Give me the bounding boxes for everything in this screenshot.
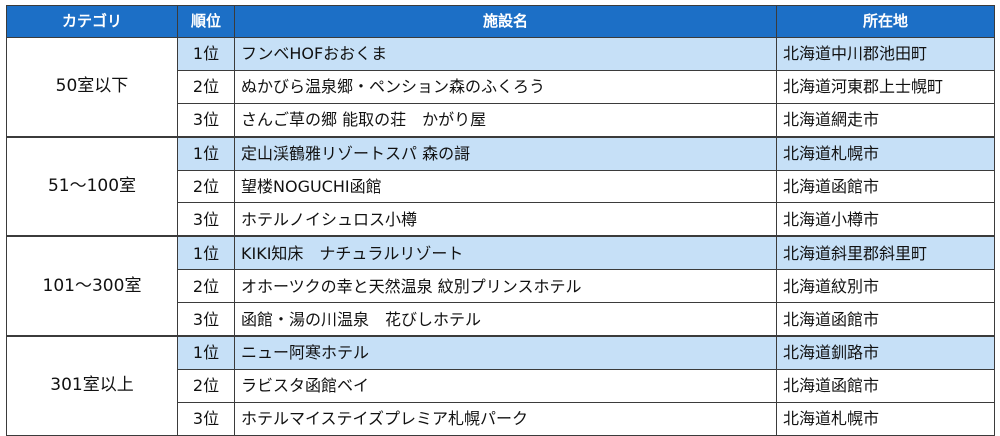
- location-cell: 北海道紋別市: [776, 269, 995, 304]
- facility-cell: さんご草の郷 能取の荘 かがり屋: [234, 102, 777, 138]
- rank-cell: 1位: [177, 135, 235, 171]
- facility-cell: オホーツクの幸と天然温泉 紋別プリンスホテル: [234, 269, 777, 304]
- table-row: 2位 ぬかびら温泉郷・ペンション森のふくろう 北海道河東郡上士幌町: [7, 69, 995, 104]
- location-cell: 北海道函館市: [776, 302, 995, 337]
- rank-cell: 3位: [177, 102, 235, 138]
- facility-cell: ホテルマイステイズプレミア札幌パーク: [234, 401, 777, 436]
- table-row: 3位 ホテルノイシュロス小樽 北海道小樽市: [7, 202, 995, 237]
- rank-cell: 1位: [177, 335, 235, 370]
- table-row: 3位 さんご草の郷 能取の荘 かがり屋 北海道網走市: [7, 102, 995, 138]
- rank-cell: 2位: [177, 368, 235, 403]
- location-cell: 北海道函館市: [776, 169, 995, 204]
- rank-cell: 3位: [177, 302, 235, 337]
- facility-cell: ニュー阿寒ホテル: [234, 335, 777, 370]
- category-cell: 51～100室: [6, 135, 178, 237]
- header-location: 所在地: [776, 5, 995, 38]
- location-cell: 北海道河東郡上士幌町: [776, 69, 995, 104]
- rank-cell: 2位: [177, 69, 235, 104]
- facility-cell: KIKI知床 ナチュラルリゾート: [234, 235, 777, 271]
- header-rank: 順位: [177, 5, 235, 38]
- facility-cell: ぬかびら温泉郷・ペンション森のふくろう: [234, 69, 777, 104]
- rank-cell: 2位: [177, 169, 235, 204]
- facility-cell: 定山渓鶴雅リゾートスパ 森の謌: [234, 135, 777, 171]
- category-cell: 301室以上: [6, 335, 178, 436]
- rank-cell: 1位: [177, 37, 235, 71]
- facility-cell: 望楼NOGUCHI函館: [234, 169, 777, 204]
- facility-cell: ホテルノイシュロス小樽: [234, 202, 777, 237]
- location-cell: 北海道小樽市: [776, 202, 995, 237]
- rank-cell: 2位: [177, 269, 235, 304]
- ranking-table-container: カテゴリ 順位 施設名 所在地 50室以下 1位 フンベHOFおおくま 北海道中…: [6, 5, 995, 436]
- table-row: 51～100室 1位 定山渓鶴雅リゾートスパ 森の謌 北海道札幌市: [6, 135, 995, 237]
- header-row: カテゴリ 順位 施設名 所在地: [6, 5, 995, 38]
- location-cell: 北海道斜里郡斜里町: [776, 235, 995, 271]
- location-cell: 北海道札幌市: [776, 135, 995, 171]
- location-cell: 北海道網走市: [776, 102, 995, 138]
- header-category: カテゴリ: [6, 5, 178, 38]
- table-row: 50室以下 1位 フンベHOFおおくま 北海道中川郡池田町: [6, 36, 995, 138]
- table-row: 301室以上 1位 ニュー阿寒ホテル 北海道釧路市: [6, 335, 995, 436]
- rank-cell: 3位: [177, 401, 235, 436]
- table-row: 2位 望楼NOGUCHI函館 北海道函館市: [7, 169, 995, 204]
- table-row: 2位 オホーツクの幸と天然温泉 紋別プリンスホテル 北海道紋別市: [7, 269, 995, 304]
- location-cell: 北海道釧路市: [776, 335, 995, 370]
- facility-cell: 函館・湯の川温泉 花びしホテル: [234, 302, 777, 337]
- category-cell: 50室以下: [6, 36, 178, 138]
- location-cell: 北海道函館市: [776, 368, 995, 403]
- category-cell: 101～300室: [6, 235, 178, 337]
- location-cell: 北海道中川郡池田町: [776, 37, 995, 71]
- location-cell: 北海道札幌市: [776, 401, 995, 436]
- table-row: 101～300室 1位 KIKI知床 ナチュラルリゾート 北海道斜里郡斜里町: [6, 235, 995, 337]
- rank-cell: 1位: [177, 235, 235, 271]
- facility-cell: フンベHOFおおくま: [234, 37, 777, 71]
- ranking-table: カテゴリ 順位 施設名 所在地 50室以下 1位 フンベHOFおおくま 北海道中…: [6, 5, 995, 436]
- rank-cell: 3位: [177, 202, 235, 237]
- table-row: 2位 ラビスタ函館ベイ 北海道函館市: [7, 368, 995, 403]
- header-facility: 施設名: [234, 5, 777, 38]
- facility-cell: ラビスタ函館ベイ: [234, 368, 777, 403]
